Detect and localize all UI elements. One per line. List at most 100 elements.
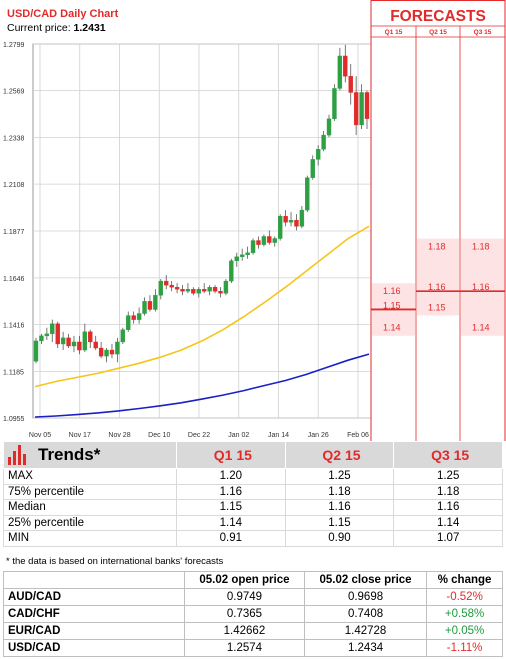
bar-chart-icon [8,445,30,465]
trends-cell: 1.20 [176,468,286,485]
trends-title-cell: Trends* [3,441,177,469]
trends-table: Trends* Q1 15 Q2 15 Q3 15 MAX 1.20 1.25 1.2… [3,441,503,547]
y-tick-label: 1.1877 [3,229,25,236]
candle [169,281,174,292]
candle-body [348,76,353,93]
candle [71,335,77,353]
fx-close: 0.7408 [303,605,428,623]
candle [39,333,44,344]
candle [353,76,359,136]
candle [55,321,60,349]
trends-cell: 0.91 [176,530,286,547]
candle [223,279,229,296]
current-price-label: Current price: 1.2431 [7,22,106,34]
candle [142,297,147,316]
trends-cell: 1.25 [284,468,395,485]
trends-cell: 1.07 [393,530,503,547]
candle-body [310,159,315,178]
trends-header-row: Trends* Q1 15 Q2 15 Q3 15 [3,441,503,469]
candle [185,283,191,294]
candle [147,295,153,312]
candle-body [55,323,60,345]
trends-row-label: MIN [3,530,177,547]
trends-body: MAX 1.20 1.25 1.25 75% percentile 1.16 1.18 1.1… [3,468,503,547]
candle-body [185,289,191,292]
candle-body [66,337,71,347]
trends-cell: 1.14 [176,514,286,531]
candle [359,84,364,129]
x-tick-label: Jan 26 [308,432,329,439]
candle-body [71,341,77,347]
candle [153,289,158,312]
candle-body [321,134,326,150]
candle-body [299,209,305,227]
x-tick-label: Jan 14 [268,432,289,439]
candle [126,311,131,332]
candle [294,214,299,231]
candle-body [261,236,267,245]
candle [196,287,201,298]
trends-header-q2: Q2 15 [284,441,395,469]
candle-body [267,236,272,243]
candle [50,319,55,342]
candle [60,331,66,351]
fx-close: 1.2434 [303,639,428,657]
trends-row: 75% percentile 1.16 1.18 1.18 [3,483,503,500]
candle [256,236,261,249]
trends-cell: 1.16 [176,483,286,500]
candle-body [93,341,98,349]
fx-header-row: 05.02 open price 05.02 close price % cha… [3,571,503,589]
usdcad-chart: 1.2799 1.2569 1.2338 1.2108 1.1877 1.1646 1.14… [3,0,506,441]
fx-row: EUR/CAD 1.42662 1.42728 +0.05% [3,622,503,640]
candle [212,285,218,294]
candle-body [153,295,158,310]
candle [180,285,185,296]
trends-cell: 1.16 [393,499,503,516]
candle [305,175,310,213]
candle-body [326,118,332,136]
fx-row: AUD/CAD 0.9749 0.9698 -0.52% [3,588,503,606]
candle [245,246,250,259]
candle [66,333,71,349]
fx-header-close: 05.02 close price [303,571,428,589]
candle [115,337,120,363]
candle-body [158,280,164,296]
fx-open: 1.2574 [184,639,305,657]
forecast-label: 1.14 [472,323,490,333]
x-tick-label: Jan 02 [228,432,249,439]
trends-title: Trends* [38,445,101,464]
candle [277,214,283,241]
trends-cell: 1.14 [393,514,503,531]
forecast-label: 1.18 [472,242,490,252]
y-tick-label: 1.1185 [3,369,24,376]
candle-body [180,289,185,292]
candle-body [136,313,142,320]
forecast-label: 1.15 [428,302,446,312]
trends-cell: 1.15 [284,514,395,531]
trends-cell: 1.18 [284,483,395,500]
candle [136,307,142,324]
fx-row: USD/CAD 1.2574 1.2434 -1.11% [3,639,503,657]
fx-change: -1.11% [426,639,503,657]
candle [120,327,126,344]
candle-body [120,329,126,343]
trends-row-label: MAX [3,468,177,485]
candle [267,230,272,245]
candle [364,90,370,129]
candle [88,329,93,349]
candle-body [82,331,88,351]
trends-cell: 1.15 [176,499,286,516]
candle-body [212,286,218,292]
candle [218,287,223,298]
candle [164,275,169,290]
candle [98,341,104,359]
fx-header-change: % change [426,571,503,589]
fx-body: AUD/CAD 0.9749 0.9698 -0.52% CAD/CHF 0.7365 0.… [3,588,503,657]
candle-body [239,254,245,257]
candle-body [142,301,147,314]
candle-body [131,315,136,320]
candle [44,327,50,340]
forecast-label: 1.16 [472,282,490,292]
fx-change: +0.58% [426,605,503,623]
x-tick-label: Dec 22 [188,432,210,439]
